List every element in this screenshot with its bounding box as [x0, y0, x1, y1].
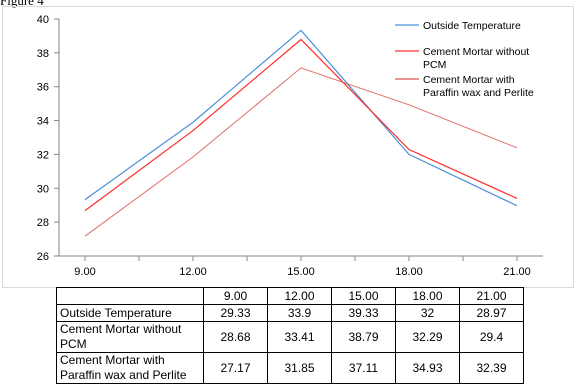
table-header-row: 9.00 12.00 15.00 18.00 21.00 [56, 287, 524, 305]
table-cell: 32.29 [395, 321, 460, 353]
x-tick-label: 12.00 [179, 266, 207, 278]
table-cell: 33.9 [267, 304, 332, 322]
data-table: 9.00 12.00 15.00 18.00 21.00 Outside Tem… [56, 287, 524, 384]
table-cell: 28.68 [203, 321, 268, 353]
series-line-1 [84, 29, 518, 207]
table-cell: 38.79 [331, 321, 396, 353]
table-header-cell [56, 287, 204, 305]
table-cell: 29.33 [203, 304, 268, 322]
table-cell: 27.17 [203, 352, 268, 384]
line-chart: 26 28 30 32 34 36 38 40 9.00 12.00 15.00 18.00 21.00… [37, 14, 543, 278]
y-tick-label: 34 [37, 116, 49, 128]
table-row: Cement Mortar with Paraffin wax and Perl… [56, 352, 524, 384]
table-header-cell: 12.00 [267, 287, 332, 305]
table-row-label: Cement Mortar with Paraffin wax and Perl… [56, 352, 204, 384]
legend-label-1: Outside Temperature [423, 20, 521, 32]
series-line-2 [84, 38, 518, 212]
x-tick-label: 15.00 [287, 266, 315, 278]
y-tick-label: 26 [37, 251, 49, 263]
table-header-cell: 9.00 [203, 287, 268, 305]
table-cell: 33.41 [267, 321, 332, 353]
table-header-cell: 18.00 [395, 287, 460, 305]
table-row-label: Cement Mortar without PCM [56, 321, 204, 353]
legend-label-3: Cement Mortar with [423, 74, 515, 86]
legend-label-2: Cement Mortar without [423, 46, 529, 58]
table-cell: 39.33 [331, 304, 396, 322]
x-tick-label: 9.00 [74, 266, 95, 278]
table-row-label: Outside Temperature [56, 304, 204, 322]
page-caption: Figure 4 [0, 0, 44, 8]
y-tick-label: 32 [37, 149, 49, 161]
x-tick-label: 21.00 [503, 266, 531, 278]
table-cell: 32.39 [459, 352, 524, 384]
y-tick-label: 36 [37, 82, 49, 94]
chart-area: 26 28 30 32 34 36 38 40 9.00 12.00 15.00 18.00 21.00… [2, 6, 574, 288]
y-tick-label: 40 [37, 14, 49, 26]
table-cell: 32 [395, 304, 460, 322]
y-tick-label: 30 [37, 183, 49, 195]
table-header-cell: 15.00 [331, 287, 396, 305]
table-cell: 29.4 [459, 321, 524, 353]
y-tick-label: 28 [37, 217, 49, 229]
table-row: Cement Mortar without PCM 28.68 33.41 38… [56, 321, 524, 353]
table-cell: 28.97 [459, 304, 524, 322]
legend-label-3: Paraffin wax and Perlite [423, 87, 534, 99]
y-tick-label: 38 [37, 48, 49, 60]
table-cell: 37.11 [331, 352, 396, 384]
x-tick-label: 18.00 [395, 266, 423, 278]
table-cell: 34.93 [395, 352, 460, 384]
table-cell: 31.85 [267, 352, 332, 384]
legend-label-2: PCM [423, 59, 446, 71]
table-header-cell: 21.00 [459, 287, 524, 305]
series-line-3 [84, 67, 518, 237]
table-row: Outside Temperature 29.33 33.9 39.33 32 … [56, 304, 524, 322]
